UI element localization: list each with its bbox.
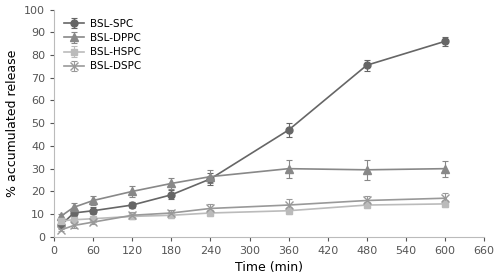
X-axis label: Time (min): Time (min): [235, 262, 303, 274]
Y-axis label: % accumulated release: % accumulated release: [6, 50, 18, 197]
Legend: BSL-SPC, BSL-DPPC, BSL-HSPC, BSL-DSPC: BSL-SPC, BSL-DPPC, BSL-HSPC, BSL-DSPC: [60, 15, 145, 76]
